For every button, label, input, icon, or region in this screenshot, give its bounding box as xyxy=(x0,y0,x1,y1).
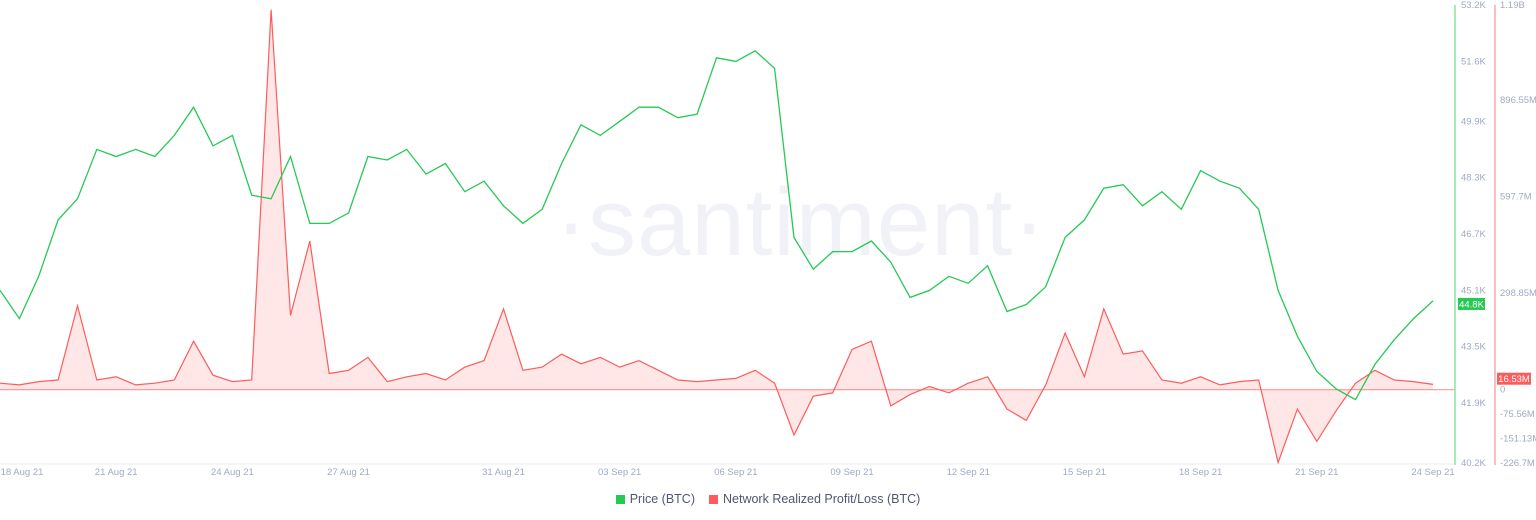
price-last-value-label: 44.8K xyxy=(1459,299,1484,310)
legend-item-price[interactable]: Price (BTC) xyxy=(615,492,695,506)
legend-label-pnl: Network Realized Profit/Loss (BTC) xyxy=(723,492,921,506)
x-tick-label: 27 Aug 21 xyxy=(327,467,370,478)
x-tick-label: 31 Aug 21 xyxy=(482,467,525,478)
price-tick-label: 48.3K xyxy=(1461,173,1486,184)
pnl-tick-label: 0 xyxy=(1500,385,1505,396)
x-tick-label: 03 Sep 21 xyxy=(598,467,641,478)
price-tick-label: 49.9K xyxy=(1461,116,1486,127)
legend-swatch-pnl xyxy=(709,494,718,504)
chart: 53.2K 51.6K 49.9K 48.3K 46.7K 45.1K 43.5K 41.9K… xyxy=(0,0,1536,478)
pnl-tick-label: 597.7M xyxy=(1500,191,1532,202)
x-tick-label: 15 Sep 21 xyxy=(1063,467,1106,478)
pnl-tick-label: 298.85M xyxy=(1500,288,1536,299)
price-tick-label: 41.9K xyxy=(1461,398,1486,409)
pnl-last-value-label: 16.53M xyxy=(1498,374,1530,385)
pnl-last-value-badge xyxy=(1497,372,1531,385)
x-tick-label: 24 Aug 21 xyxy=(211,467,254,478)
pnl-line xyxy=(0,9,1434,465)
x-tick-label: 09 Sep 21 xyxy=(830,467,873,478)
price-tick-label: 43.5K xyxy=(1461,342,1486,353)
x-tick-label: 12 Sep 21 xyxy=(947,467,990,478)
price-tick-label: 53.2K xyxy=(1461,0,1486,11)
legend-label-price: Price (BTC) xyxy=(629,492,695,506)
price-tick-label: 51.6K xyxy=(1461,56,1486,67)
pnl-tick-label: 896.55M xyxy=(1500,95,1536,106)
price-line xyxy=(0,50,1434,401)
x-tick-label: 18 Aug 21 xyxy=(1,467,44,478)
pnl-area xyxy=(0,9,1433,463)
x-tick-label: 18 Sep 21 xyxy=(1179,467,1222,478)
pnl-tick-label: 1.19B xyxy=(1500,0,1525,11)
x-tick-label: 21 Aug 21 xyxy=(95,467,138,478)
price-tick-label: 40.2K xyxy=(1461,458,1486,469)
x-tick-label: 24 Sep 21 xyxy=(1411,467,1454,478)
legend-swatch-price xyxy=(615,494,625,504)
santiment-watermark: ·santiment· xyxy=(555,169,1047,276)
x-tick-label: 21 Sep 21 xyxy=(1295,467,1338,478)
pnl-tick-label: -226.7M xyxy=(1500,458,1535,469)
pnl-tick-label: -75.56M xyxy=(1500,409,1535,420)
x-tick-label: 06 Sep 21 xyxy=(714,467,757,478)
pnl-tick-label: -151.13M xyxy=(1500,434,1536,445)
legend-item-pnl[interactable]: Network Realized Profit/Loss (BTC) xyxy=(709,492,920,506)
price-tick-label: 46.7K xyxy=(1461,229,1486,240)
legend: Price (BTC) Network Realized Profit/Loss… xyxy=(0,492,1536,506)
price-tick-label: 45.1K xyxy=(1461,285,1486,296)
price-last-value-badge xyxy=(1458,297,1485,310)
